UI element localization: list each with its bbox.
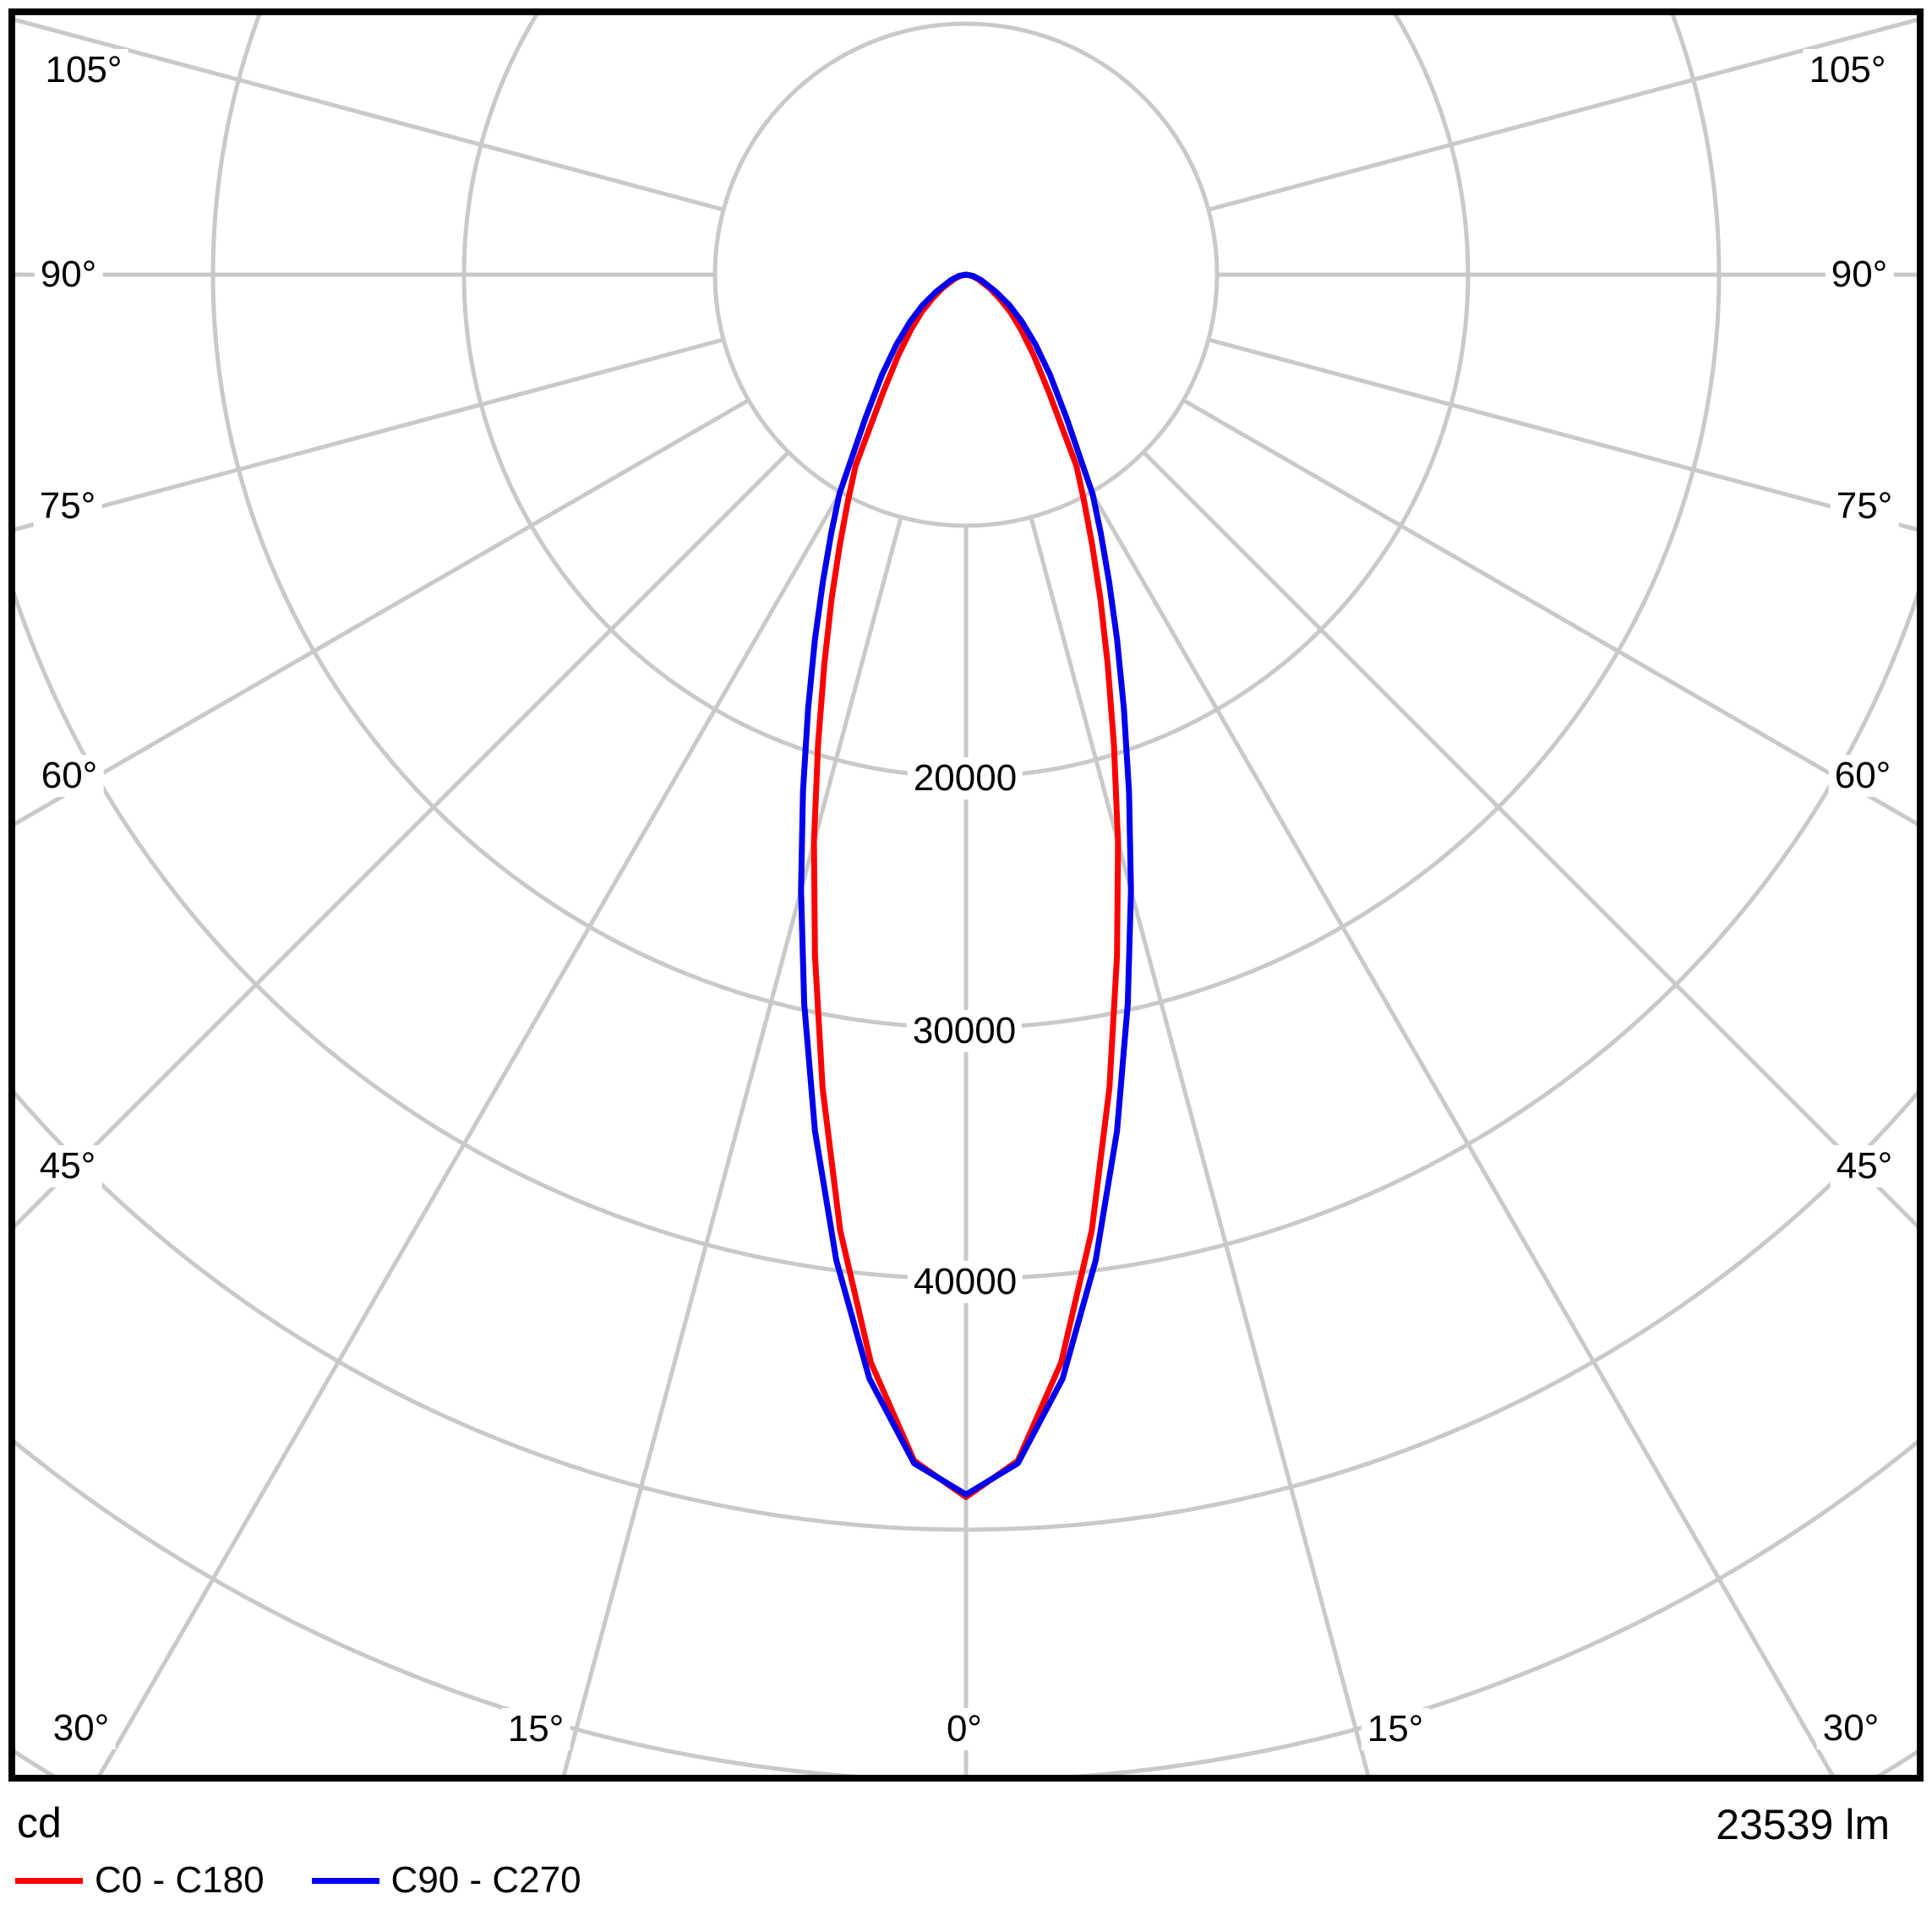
angle-tick-7-0deg: 0° [940, 1708, 989, 1750]
grid-ray-15 [1029, 516, 1372, 1778]
plot-frame [8, 8, 1924, 1782]
legend: C0 - C180 C90 - C270 [15, 1859, 581, 1902]
grid-ray-75 [1208, 337, 1920, 533]
grid-ray-60 [1182, 398, 1920, 828]
angle-tick-8-15deg: 15° [1361, 1708, 1430, 1750]
angle-tick-2-75deg: 75° [33, 485, 102, 527]
legend-label-c0-c180: C0 - C180 [95, 1859, 265, 1901]
radius-tick-0-20000: 20000 [907, 757, 1023, 800]
grid-ray-105 [1208, 16, 1920, 212]
angle-tick-10-45deg: 45° [1830, 1145, 1899, 1187]
curve-C90-C270 [798, 271, 1134, 1498]
radius-tick-1-30000: 30000 [906, 1010, 1023, 1052]
angle-tick-1-90deg: 90° [34, 254, 103, 296]
grid-ray--30 [96, 490, 843, 1778]
angle-tick-4-45deg: 45° [33, 1145, 102, 1187]
angle-tick-5-30deg: 30° [46, 1707, 116, 1749]
angle-tick-6-15deg: 15° [501, 1708, 570, 1750]
unit-label: cd [17, 1799, 62, 1847]
legend-label-c90-c270: C90 - C270 [390, 1859, 581, 1901]
angle-tick-0-105deg: 105° [39, 49, 128, 91]
angle-tick-3-60deg: 60° [35, 755, 104, 797]
radius-tick-2-40000: 40000 [907, 1261, 1023, 1303]
angle-tick-13-90deg: 90° [1825, 254, 1894, 296]
grid-ray--15 [560, 516, 903, 1778]
grid-ray--60 [12, 398, 750, 828]
legend-swatch-c0-c180 [15, 1877, 83, 1884]
total-flux-label: 23539 lm [1716, 1801, 1890, 1848]
angle-tick-12-75deg: 75° [1830, 485, 1899, 527]
angle-tick-9-30deg: 30° [1816, 1707, 1886, 1749]
legend-swatch-c90-c270 [311, 1877, 379, 1884]
grid-ray-45 [1142, 450, 1920, 1232]
grid-ray--105 [12, 16, 724, 212]
angle-tick-11-60deg: 60° [1828, 755, 1897, 797]
angle-tick-14-105deg: 105° [1803, 49, 1892, 91]
grid-ray--75 [12, 337, 724, 533]
grid-ray--45 [12, 450, 790, 1232]
grid-ray-30 [1089, 490, 1836, 1778]
